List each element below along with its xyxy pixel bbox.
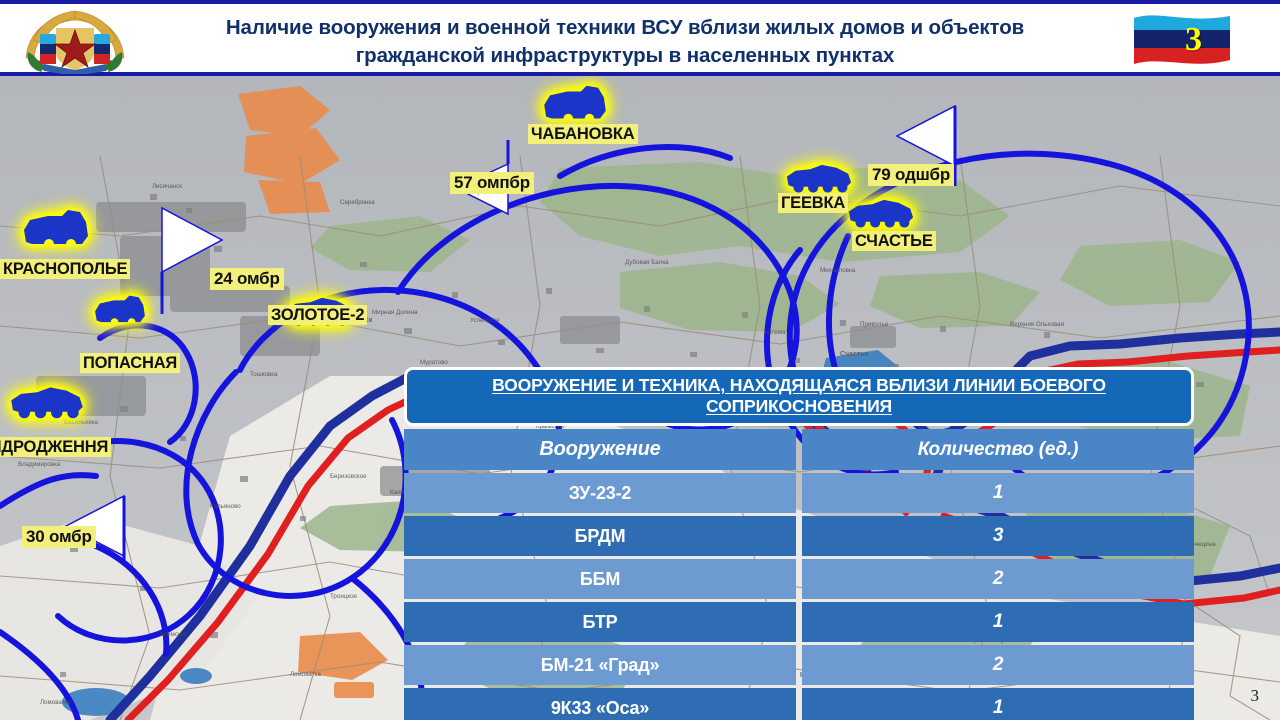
svg-text:Счастье: Счастье xyxy=(840,351,869,358)
svg-text:Васильевка: Васильевка xyxy=(64,419,99,426)
unit-label: 79 одшбр xyxy=(872,165,951,184)
cell-weapon: БРДМ xyxy=(404,516,796,556)
svg-text:Мирная Долина: Мирная Долина xyxy=(372,309,418,316)
settlement-label: КРАСНОПОЛЬЕ xyxy=(0,259,131,279)
settlement-label: ЧАБАНОВКА xyxy=(528,124,638,144)
cell-weapon: 9К33 «Оса» xyxy=(404,688,796,720)
table-title-banner: ВООРУЖЕНИЕ И ТЕХНИКА, НАХОДЯЩАЯСЯ ВБЛИЗИ… xyxy=(404,367,1194,426)
table-row[interactable]: БРДМ 3 xyxy=(404,516,1194,556)
weapons-table: ВООРУЖЕНИЕ И ТЕХНИКА, НАХОДЯЩАЯСЯ ВБЛИЗИ… xyxy=(404,367,1194,720)
cell-quantity: 3 xyxy=(802,516,1194,556)
cell-weapon: БТР xyxy=(404,602,796,642)
unit-30-ombr[interactable]: 30 омбр xyxy=(22,526,96,548)
cell-weapon: ЗУ-23-2 xyxy=(404,473,796,513)
settlement-label: ПОПАСНАЯ xyxy=(80,353,181,373)
cell-quantity: 2 xyxy=(802,645,1194,685)
column-header-weapon: Вооружение xyxy=(404,429,796,470)
settlement-label: СЧАСТЬЕ xyxy=(852,231,936,251)
unit-label: 57 омпбр xyxy=(454,173,530,192)
table-header-row: Вооружение Количество (ед.) xyxy=(404,429,1194,470)
settlement-popasnaya[interactable]: ПОПАСНАЯ xyxy=(80,353,181,373)
column-header-quantity: Количество (ед.) xyxy=(802,429,1194,470)
slide-header: Наличие вооружения и военной техники ВСУ… xyxy=(0,0,1280,76)
svg-text:Муратово: Муратово xyxy=(420,359,448,366)
page-number: 3 xyxy=(1250,686,1260,705)
table-row[interactable]: 9К33 «Оса» 1 xyxy=(404,688,1194,720)
svg-text:Кальяново: Кальяново xyxy=(210,503,241,510)
settlement-chabanovka[interactable]: ЧАБАНОВКА xyxy=(528,124,638,144)
settlement-label: ІДРОДЖЕННЯ xyxy=(0,437,112,457)
flag-number: 3 xyxy=(1185,21,1202,58)
svg-text:Кримське: Кримське xyxy=(160,631,188,638)
table-row[interactable]: БМ-21 «Град» 2 xyxy=(404,645,1194,685)
lpr-emblem-icon xyxy=(16,8,134,76)
title-line-2: гражданской инфраструктуры в населенных … xyxy=(355,44,895,67)
table-row[interactable]: ЗУ-23-2 1 xyxy=(404,473,1194,513)
svg-text:Михайловка: Михайловка xyxy=(820,267,856,274)
table-title: ВООРУЖЕНИЕ И ТЕХНИКА, НАХОДЯЩАЯСЯ ВБЛИЗИ… xyxy=(492,375,1106,417)
settlement-schastye[interactable]: СЧАСТЬЕ xyxy=(852,231,936,251)
settlement-label: ГЕЕВКА xyxy=(778,193,849,213)
svg-text:Успенское: Успенское xyxy=(470,317,500,324)
svg-text:Ломоватка: Ломоватка xyxy=(290,671,321,678)
cell-quantity: 2 xyxy=(802,559,1194,599)
unit-label: 24 омбр xyxy=(214,269,280,288)
svg-text:Артема: Артема xyxy=(764,329,786,336)
table-row[interactable]: БТР 1 xyxy=(404,602,1194,642)
cell-weapon: ББМ xyxy=(404,559,796,599)
settlement-vidrodzhennya[interactable]: ІДРОДЖЕННЯ xyxy=(0,437,112,457)
settlement-geevka[interactable]: ГЕЕВКА xyxy=(778,193,849,213)
settlement-label: ЗОЛОТОЕ-2 xyxy=(268,305,368,325)
unit-57-ompbr[interactable]: 57 омпбр xyxy=(450,172,534,194)
page-title: Наличие вооружения и военной техники ВСУ… xyxy=(150,10,1100,74)
svg-text:Кальчещина: Кальчещина xyxy=(1180,541,1216,548)
cell-quantity: 1 xyxy=(802,473,1194,513)
unit-24-ombr[interactable]: 24 омбр xyxy=(210,268,284,290)
settlement-zolotoe-2[interactable]: ЗОЛОТОЕ-2 xyxy=(268,305,368,325)
title-line-1: Наличие вооружения и военной техники ВСУ… xyxy=(225,16,1025,40)
cell-quantity: 1 xyxy=(802,688,1194,720)
lpr-flag-icon: 3 xyxy=(1130,12,1234,70)
settlement-krasnopolye[interactable]: КРАСНОПОЛЬЕ xyxy=(0,259,131,279)
svg-text:Лисичанск: Лисичанск xyxy=(152,183,182,190)
svg-text:Серебрянка: Серебрянка xyxy=(340,199,375,206)
unit-79-odshbr[interactable]: 79 одшбр xyxy=(868,164,955,186)
svg-text:Приволье: Приволье xyxy=(860,321,889,328)
svg-text:Крымское: Крымское xyxy=(536,423,565,430)
svg-text:Дубовая Балка: Дубовая Балка xyxy=(625,259,669,266)
unit-label: 30 омбр xyxy=(26,527,92,546)
svg-text:Беризовское: Беризовское xyxy=(330,473,367,480)
table-row[interactable]: ББМ 2 xyxy=(404,559,1194,599)
cell-quantity: 1 xyxy=(802,602,1194,642)
svg-text:Троицкое: Троицкое xyxy=(330,593,358,600)
svg-text:Верхняя Ольховая: Верхняя Ольховая xyxy=(1010,321,1064,328)
svg-text:Владимировка: Владимировка xyxy=(18,461,61,468)
cell-weapon: БМ-21 «Град» xyxy=(404,645,796,685)
svg-text:Ломоватка: Ломоватка xyxy=(40,699,71,706)
svg-text:Тошковка: Тошковка xyxy=(250,371,278,378)
